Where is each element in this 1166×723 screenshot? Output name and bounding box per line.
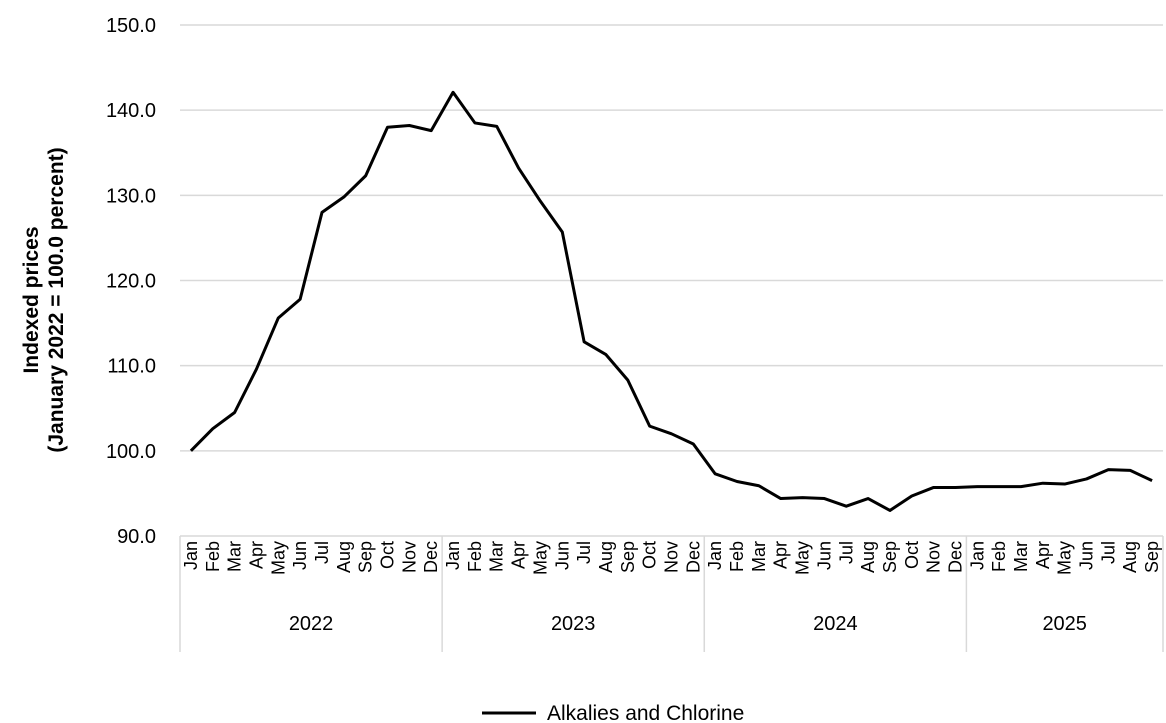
x-tick-label-month: Sep: [1142, 541, 1162, 573]
x-tick-label-month: Dec: [683, 541, 703, 573]
x-tick-label-month: Nov: [399, 541, 419, 573]
x-tick-label-month: Jun: [552, 541, 572, 570]
x-tick-label-year: 2022: [289, 613, 334, 635]
x-tick-label-month: Aug: [1120, 541, 1140, 573]
legend: Alkalies and Chlorine: [482, 702, 744, 723]
x-tick-label-month: Apr: [246, 541, 266, 569]
x-axis: Jan Feb Mar Apr May Jun Jul Aug Sep Oct Nov Dec Jan F…: [179, 535, 1164, 652]
x-tick-label-month: Jul: [836, 541, 856, 564]
x-tick-label-month: Jun: [814, 541, 834, 570]
x-tick-label-month: Feb: [203, 541, 223, 572]
x-tick-label-month: Feb: [465, 541, 485, 572]
x-tick-label-month: Jul: [574, 541, 594, 564]
y-tick-label: 110.0: [107, 356, 156, 378]
x-tick-label-month: Feb: [989, 541, 1009, 572]
x-tick-label-year: 2025: [1042, 613, 1087, 635]
x-tick-label-month: Dec: [421, 541, 441, 573]
y-tick-label: 90.0: [117, 526, 156, 548]
x-tick-label-month: Mar: [1011, 541, 1031, 572]
y-axis-label-line2: (January 2022 = 100.0 percent): [45, 147, 68, 452]
x-tick-label-month: Feb: [727, 541, 747, 572]
y-tick-label: 100.0: [106, 441, 156, 463]
y-tick-label: 120.0: [106, 271, 156, 293]
series-line: [189, 90, 1153, 512]
x-tick-label-month: Oct: [640, 541, 660, 569]
x-tick-label-month: Apr: [1033, 541, 1053, 569]
y-tick-label: 150.0: [106, 15, 156, 37]
x-tick-label-month: Jan: [705, 541, 725, 570]
x-tick-label-month: Jul: [312, 541, 332, 564]
x-tick-label-month: Apr: [771, 541, 791, 569]
x-tick-label-month: Jan: [181, 541, 201, 570]
gridlines: [180, 24, 1163, 452]
x-tick-label-month: May: [530, 541, 550, 575]
x-tick-label-month: Oct: [902, 541, 922, 569]
x-tick-label-month: Aug: [596, 541, 616, 573]
y-axis-ticks: 90.0 100.0 110.0 120.0 130.0 140.0 150.0: [106, 15, 156, 548]
series-layer: [189, 90, 1153, 512]
x-tick-label-month: Dec: [945, 541, 965, 573]
x-tick-label-month: May: [1055, 541, 1075, 575]
y-tick-label: 130.0: [106, 185, 156, 207]
y-axis-label-line1: Indexed prices: [20, 226, 43, 373]
x-tick-label-month: Mar: [749, 541, 769, 572]
x-tick-label-month: Jul: [1098, 541, 1118, 564]
x-tick-label-month: Mar: [225, 541, 245, 572]
x-tick-label-month: Nov: [924, 541, 944, 573]
x-tick-label-month: Sep: [880, 541, 900, 573]
x-tick-label-month: Apr: [509, 541, 529, 569]
x-tick-label-month: Jan: [967, 541, 987, 570]
x-tick-label-year: 2023: [551, 613, 596, 635]
x-tick-label-month: Sep: [618, 541, 638, 573]
y-tick-label: 140.0: [106, 100, 156, 122]
x-tick-label-month: Sep: [356, 541, 376, 573]
x-tick-label-year: 2024: [813, 613, 858, 635]
x-tick-label-month: Aug: [334, 541, 354, 573]
x-tick-label-month: Oct: [378, 541, 398, 569]
x-tick-label-month: May: [268, 541, 288, 575]
x-tick-label-month: Aug: [858, 541, 878, 573]
x-tick-label-month: May: [793, 541, 813, 575]
x-tick-label-month: Jun: [290, 541, 310, 570]
x-tick-label-month: Mar: [487, 541, 507, 572]
legend-label: Alkalies and Chlorine: [547, 702, 744, 723]
x-tick-label-month: Nov: [662, 541, 682, 573]
x-tick-label-month: Jan: [443, 541, 463, 570]
x-tick-label-month: Jun: [1077, 541, 1097, 570]
